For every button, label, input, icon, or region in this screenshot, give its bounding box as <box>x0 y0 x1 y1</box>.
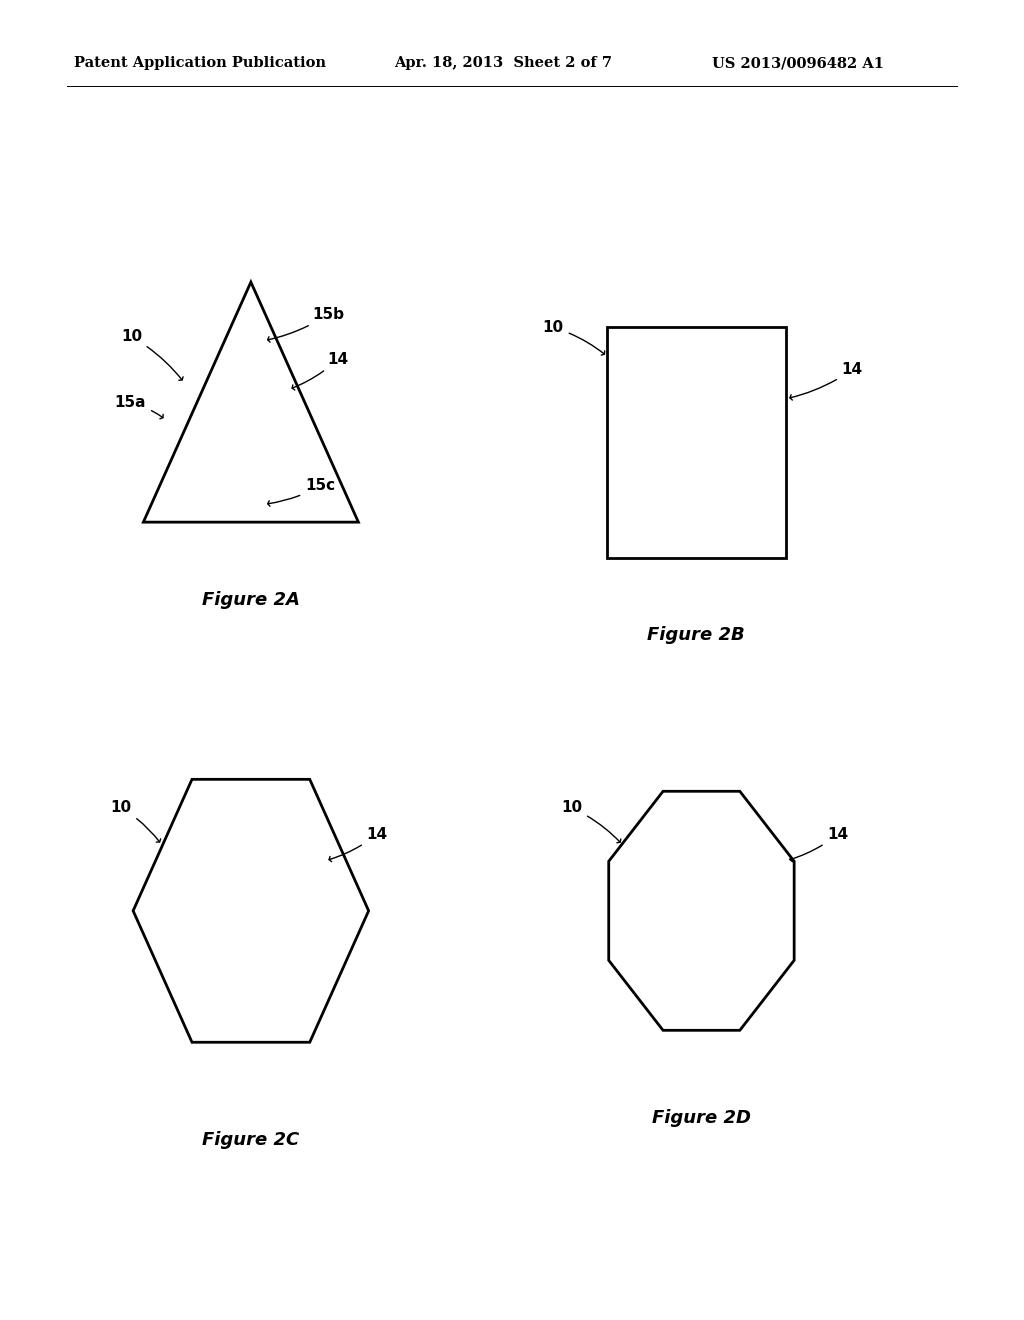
Text: 14: 14 <box>790 362 863 400</box>
Text: 14: 14 <box>292 351 349 389</box>
Text: 14: 14 <box>329 826 388 862</box>
Bar <box>606 327 786 557</box>
Text: Figure 2D: Figure 2D <box>652 1109 751 1127</box>
Text: Figure 2B: Figure 2B <box>647 627 745 644</box>
Text: Apr. 18, 2013  Sheet 2 of 7: Apr. 18, 2013 Sheet 2 of 7 <box>394 57 612 70</box>
Text: US 2013/0096482 A1: US 2013/0096482 A1 <box>712 57 884 70</box>
Text: 10: 10 <box>111 800 161 842</box>
Text: 15c: 15c <box>267 478 335 507</box>
Text: Patent Application Publication: Patent Application Publication <box>74 57 326 70</box>
Text: 10: 10 <box>561 800 621 842</box>
Text: 15a: 15a <box>115 395 163 418</box>
Text: 10: 10 <box>121 329 183 380</box>
Text: 10: 10 <box>543 319 605 355</box>
Text: Figure 2C: Figure 2C <box>203 1131 299 1150</box>
Text: 15b: 15b <box>267 306 344 342</box>
Text: Figure 2A: Figure 2A <box>202 591 300 609</box>
Text: 14: 14 <box>790 826 849 862</box>
